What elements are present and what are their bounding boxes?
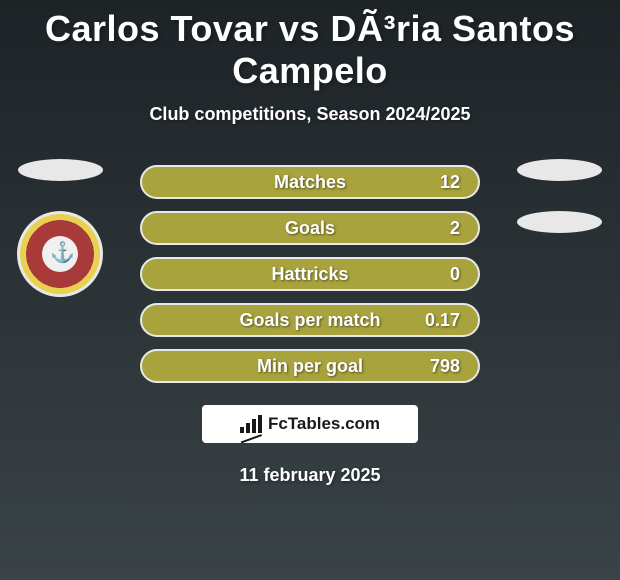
right-badges <box>517 159 602 263</box>
stat-label: Goals per match <box>239 310 380 331</box>
stat-bar-hattricks: Hattricks 0 <box>140 257 480 291</box>
stat-label: Hattricks <box>271 264 348 285</box>
stat-bar-gpm: Goals per match 0.17 <box>140 303 480 337</box>
stat-label: Matches <box>274 172 346 193</box>
stat-label: Min per goal <box>257 356 363 377</box>
stat-value: 0 <box>450 264 460 285</box>
stat-bar-mpg: Min per goal 798 <box>140 349 480 383</box>
stat-value: 798 <box>430 356 460 377</box>
page-subtitle: Club competitions, Season 2024/2025 <box>0 104 620 125</box>
left-badges <box>18 159 103 297</box>
brand-box: FcTables.com <box>202 405 418 443</box>
player2-oval-badge-1 <box>517 159 602 181</box>
player1-oval-badge <box>18 159 103 181</box>
stat-label: Goals <box>285 218 335 239</box>
page-title: Carlos Tovar vs DÃ³ria Santos Campelo <box>0 8 620 92</box>
player1-club-crest <box>17 211 103 297</box>
stat-value: 12 <box>440 172 460 193</box>
brand-bars-icon <box>240 415 262 433</box>
stat-rows: Matches 12 Goals 2 Hattricks 0 Goals per… <box>140 165 480 383</box>
stat-bar-matches: Matches 12 <box>140 165 480 199</box>
footer-date: 11 february 2025 <box>20 465 600 486</box>
stat-value: 0.17 <box>425 310 460 331</box>
stat-bar-goals: Goals 2 <box>140 211 480 245</box>
stat-value: 2 <box>450 218 460 239</box>
stats-panel: Matches 12 Goals 2 Hattricks 0 Goals per… <box>0 165 620 486</box>
brand-text: FcTables.com <box>268 414 380 434</box>
player2-oval-badge-2 <box>517 211 602 233</box>
